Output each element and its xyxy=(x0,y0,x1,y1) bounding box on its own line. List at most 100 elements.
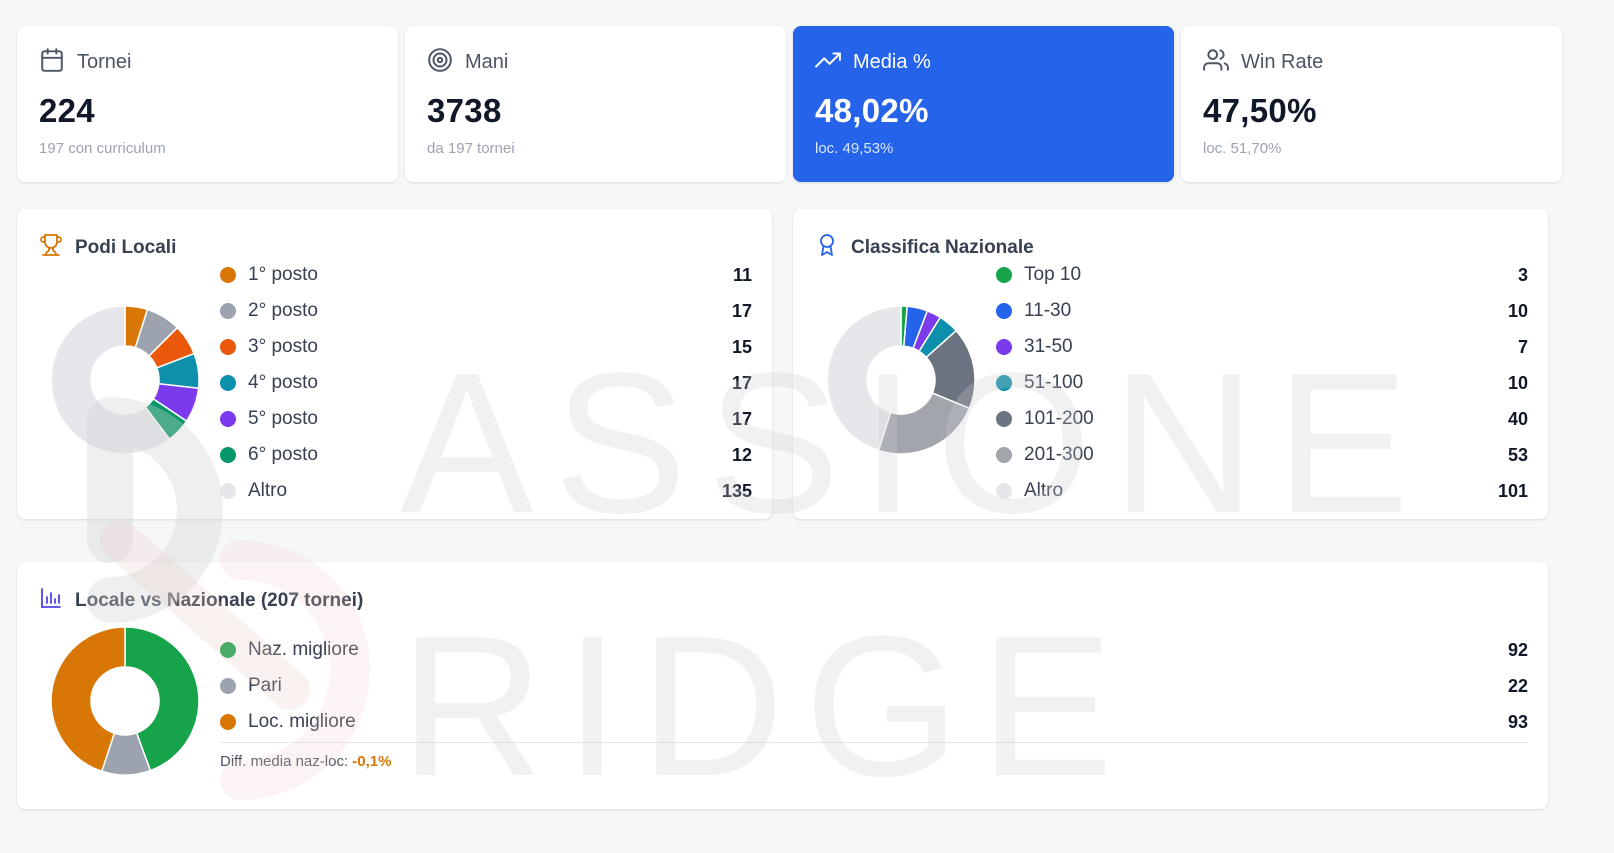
legend-label: Altro xyxy=(248,480,288,501)
legend-value: 93 xyxy=(1507,711,1528,732)
legend-label: 4° posto xyxy=(248,372,318,393)
calendar-icon xyxy=(39,47,65,78)
diff-label: Diff. media naz-loc: xyxy=(220,753,349,770)
legend-value: 17 xyxy=(731,408,752,429)
podi-legend: 1° posto 11 2° posto 17 3° posto 15 4° posto 17… xyxy=(220,257,752,509)
legend-color-dot xyxy=(220,447,236,463)
stat-value: 48,02% xyxy=(815,92,929,129)
podi-locali-title: Podi Locali xyxy=(39,233,176,263)
legend-value: 92 xyxy=(1507,639,1528,660)
panel-title-text: Locale vs Nazionale (207 tornei) xyxy=(75,590,364,611)
legend-item: Pari 22 xyxy=(220,668,1528,704)
legend-label: 1° posto xyxy=(248,264,318,285)
legend-color-dot xyxy=(996,303,1012,319)
legend-value: 17 xyxy=(731,300,752,321)
legend-label: Pari xyxy=(248,675,282,696)
legend-value: 3 xyxy=(1517,264,1528,285)
classifica-nazionale-title: Classifica Nazionale xyxy=(815,233,1034,263)
legend-value: 53 xyxy=(1507,444,1528,465)
stat-subtext: 197 con curriculum xyxy=(39,140,166,157)
legend-label: Top 10 xyxy=(1024,264,1082,285)
confronto-donut-chart xyxy=(50,626,200,776)
classifica-nazionale-panel: Classifica Nazionale Top 10 3 11-30 10 31-50… xyxy=(793,209,1548,519)
confronto-legend: Naz. migliore 92 Pari 22 Loc. migliore 93 xyxy=(220,632,1528,740)
legend-item: 51-100 10 xyxy=(996,365,1528,401)
legend-item: 4° posto 17 xyxy=(220,365,752,401)
legend-value: 12 xyxy=(731,444,752,465)
legend-value: 10 xyxy=(1507,300,1528,321)
diff-media-line: Diff. media naz-loc: -0,1% xyxy=(220,742,1528,770)
legend-color-dot xyxy=(996,447,1012,463)
legend-item: Loc. migliore 93 xyxy=(220,704,1528,740)
stat-card-mani: Mani 3738 da 197 tornei xyxy=(405,26,786,182)
legend-label: 11-30 xyxy=(1024,300,1072,321)
legend-item: 101-200 40 xyxy=(996,401,1528,437)
legend-item: Altro 135 xyxy=(220,473,752,509)
legend-value: 7 xyxy=(1517,336,1528,357)
legend-color-dot xyxy=(996,411,1012,427)
legend-item: 3° posto 15 xyxy=(220,329,752,365)
legend-item: Naz. migliore 92 xyxy=(220,632,1528,668)
donut-slice-altro xyxy=(826,305,902,452)
legend-color-dot xyxy=(996,267,1012,283)
legend-item: 5° posto 17 xyxy=(220,401,752,437)
legend-label: 201-300 xyxy=(1024,444,1094,465)
legend-label: Loc. migliore xyxy=(248,711,356,732)
legend-value: 17 xyxy=(731,372,752,393)
legend-item: 11-30 10 xyxy=(996,293,1528,329)
legend-item: 201-300 53 xyxy=(996,437,1528,473)
locale-vs-nazionale-title: Locale vs Nazionale (207 tornei) xyxy=(39,586,363,616)
legend-label: 31-50 xyxy=(1024,336,1073,357)
legend-color-dot xyxy=(220,267,236,283)
stat-label: Tornei xyxy=(77,50,132,73)
legend-value: 40 xyxy=(1507,408,1528,429)
legend-value: 22 xyxy=(1507,675,1528,696)
panel-title-text: Podi Locali xyxy=(75,237,177,258)
stat-subtext: loc. 49,53% xyxy=(815,140,894,157)
legend-value: 135 xyxy=(721,480,752,501)
users-icon xyxy=(1203,47,1229,78)
stat-subtext: loc. 51,70% xyxy=(1203,140,1282,157)
stat-value: 3738 xyxy=(427,92,502,129)
legend-color-dot xyxy=(220,642,236,658)
legend-label: 51-100 xyxy=(1024,372,1084,393)
locale-vs-nazionale-panel: Locale vs Nazionale (207 tornei) Naz. mi… xyxy=(17,562,1548,809)
panel-title-text: Classifica Nazionale xyxy=(851,237,1034,258)
stat-value: 224 xyxy=(39,92,95,129)
legend-color-dot xyxy=(220,375,236,391)
legend-item: Altro 101 xyxy=(996,473,1528,509)
donut-slice-201-300 xyxy=(877,392,971,455)
legend-color-dot xyxy=(996,483,1012,499)
stat-card-tornei: Tornei 224 197 con curriculum xyxy=(17,26,398,182)
podi-locali-panel: Podi Locali 1° posto 11 2° posto 17 3° posto… xyxy=(17,209,772,519)
legend-color-dot xyxy=(220,339,236,355)
legend-label: Altro xyxy=(1024,480,1064,501)
target-icon xyxy=(427,47,453,78)
legend-color-dot xyxy=(220,411,236,427)
classifica-donut-chart xyxy=(826,305,976,455)
legend-color-dot xyxy=(996,339,1012,355)
stat-subtext: da 197 tornei xyxy=(427,140,515,157)
legend-color-dot xyxy=(220,714,236,730)
legend-item: 2° posto 17 xyxy=(220,293,752,329)
legend-color-dot xyxy=(220,483,236,499)
bar-chart-icon xyxy=(39,586,63,616)
award-icon xyxy=(815,233,839,263)
podi-donut-chart xyxy=(50,305,200,455)
donut-slice-loc-migliore xyxy=(50,626,126,773)
legend-color-dot xyxy=(220,678,236,694)
stat-value: 47,50% xyxy=(1203,92,1317,129)
legend-label: 6° posto xyxy=(248,444,318,465)
trophy-icon xyxy=(39,233,63,263)
legend-item: 1° posto 11 xyxy=(220,257,752,293)
legend-color-dot xyxy=(996,375,1012,391)
legend-label: 2° posto xyxy=(248,300,318,321)
classifica-legend: Top 10 3 11-30 10 31-50 7 51-100 10 101-200 40 201… xyxy=(996,257,1528,509)
legend-value: 101 xyxy=(1497,480,1528,501)
diff-value: -0,1% xyxy=(352,753,392,770)
legend-item: 6° posto 12 xyxy=(220,437,752,473)
donut-slice-naz-migliore xyxy=(124,626,200,772)
donut-slice-altro xyxy=(50,305,171,455)
legend-item: 31-50 7 xyxy=(996,329,1528,365)
legend-value: 11 xyxy=(732,264,752,285)
